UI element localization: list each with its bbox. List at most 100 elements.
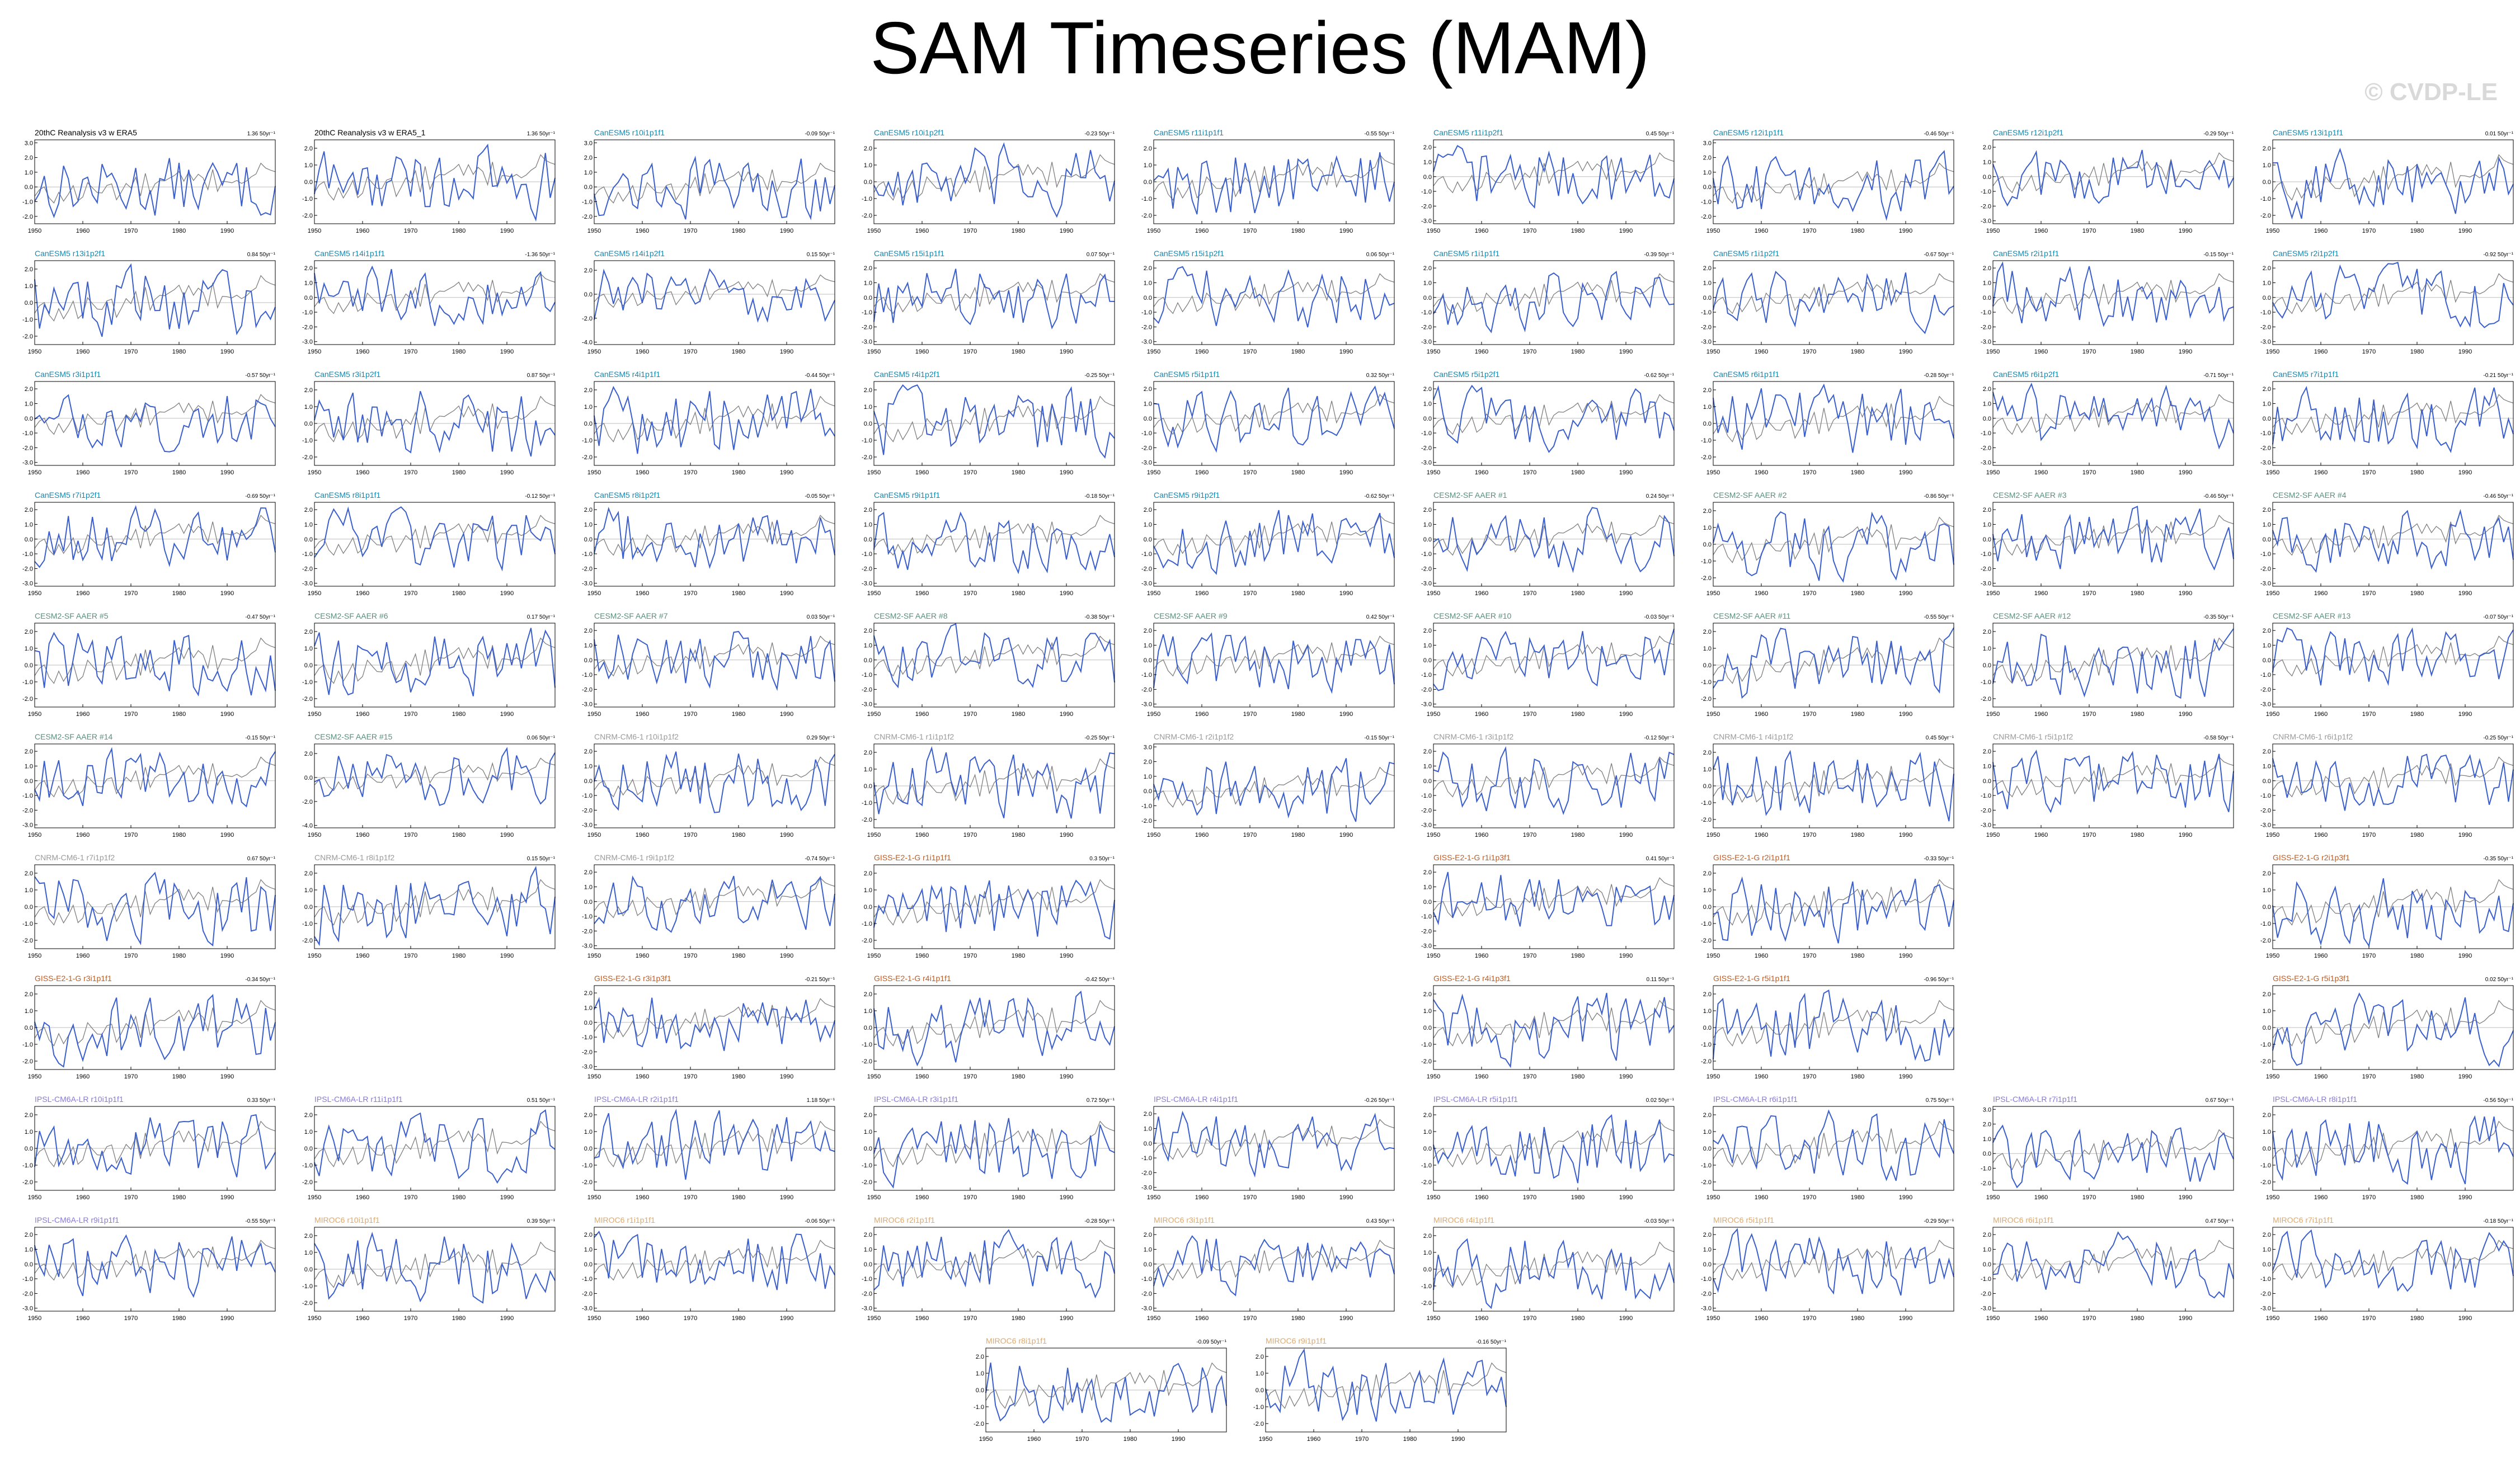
timeseries-panel: IPSL-CM6A-LR r2i1p1f1 1.18 50yr⁻¹ 2.0 1.0 0.… (582, 1090, 852, 1207)
y-tick-label: 3.0 (1983, 1106, 1991, 1113)
series-line (34, 505, 276, 568)
y-tick-label: -2.0 (1701, 937, 1712, 944)
y-tick-label: -2.0 (302, 1300, 313, 1307)
x-tick-label: 1960 (915, 832, 929, 838)
panel-trend: 0.17 50yr⁻¹ (527, 614, 556, 620)
timeseries-panel: CESM2-SF AAER #3 -0.46 50yr⁻¹ 2.0 1.0 0.0 -1.… (1981, 486, 2250, 603)
x-tick-label: 1990 (2179, 469, 2192, 476)
observation-line (2272, 515, 2514, 556)
x-tick-label: 1960 (1755, 953, 1768, 959)
panel-label: CanESM5 r3i1p1f1 (35, 370, 101, 379)
panel-label: CanESM5 r15i1p1f1 (874, 249, 944, 258)
y-tick-label: 2.0 (864, 145, 872, 152)
x-tick-label: 1950 (1706, 1315, 1720, 1322)
panel-trend: -0.42 50yr⁻¹ (1084, 977, 1115, 983)
timeseries-panel: CNRM-CM6-1 r8i1p1f2 0.15 50yr⁻¹ 2.0 1.0 0.0 -… (302, 848, 572, 965)
panel-trend: 0.84 50yr⁻¹ (247, 252, 276, 258)
panel-trend: -0.39 50yr⁻¹ (1644, 252, 1674, 258)
x-tick-label: 1960 (2314, 1194, 2328, 1201)
panel-svg: CanESM5 r5i1p2f1 -0.62 50yr⁻¹ 2.0 1.0 0.0 -1.… (1421, 370, 1675, 476)
y-tick-label: -2.0 (1981, 807, 1991, 814)
x-tick-label: 1980 (2410, 711, 2424, 718)
x-tick-label: 1960 (915, 228, 929, 234)
x-tick-label: 1980 (1851, 348, 1864, 355)
x-tick-label: 1960 (1027, 1436, 1041, 1443)
panel-label: CESM2-SF AAER #15 (314, 732, 392, 741)
y-tick-label: 2.0 (1983, 1122, 1991, 1128)
x-tick-label: 1950 (587, 348, 601, 355)
x-tick-label: 1960 (2314, 228, 2328, 234)
y-tick-label: -3.0 (862, 581, 872, 587)
y-tick-label: -1.0 (582, 551, 593, 558)
observation-line (1992, 1240, 2234, 1281)
panel-trend: -0.35 50yr⁻¹ (2483, 856, 2513, 862)
timeseries-panel: MIROC6 r3i1p1f1 0.43 50yr⁻¹ 2.0 1.0 0.0 -1.0 -… (1141, 1210, 1411, 1328)
x-tick-label: 1950 (1147, 1194, 1160, 1201)
panel-label: CanESM5 r14i1p1f1 (314, 249, 385, 258)
y-tick-label: 0.0 (2263, 295, 2271, 301)
y-tick-label: -2.0 (1981, 566, 1991, 572)
observation-line (873, 879, 1115, 926)
series-line (1433, 629, 1675, 691)
timeseries-panel: MIROC6 r2i1p1f1 -0.28 50yr⁻¹ 2.0 1.0 0.0 -1.0… (862, 1210, 1131, 1328)
plot-frame (1153, 381, 1395, 466)
observation-line (873, 154, 1115, 201)
y-tick-label: 0.0 (25, 1261, 33, 1268)
series-line (1153, 1235, 1395, 1297)
timeseries-panel: IPSL-CM6A-LR r4i1p1f1 -0.26 50yr⁻¹ 2.0 1.0 0… (1141, 1090, 1411, 1207)
x-tick-label: 1980 (1291, 469, 1305, 476)
x-tick-label: 1950 (1986, 469, 2000, 476)
panel-svg: IPSL-CM6A-LR r11i1p1f1 0.51 50yr⁻¹ 2.0 1.0 0… (302, 1095, 556, 1201)
timeseries-panel: IPSL-CM6A-LR r8i1p1f1 -0.56 50yr⁻¹ 2.0 1.0 0… (2260, 1090, 2520, 1207)
timeseries-panel: CanESM5 r2i1p1f1 -0.15 50yr⁻¹ 2.0 1.0 0.0 -1.… (1981, 244, 2250, 361)
y-tick-label: -2.0 (302, 696, 313, 703)
timeseries-panel: CESM2-SF AAER #8 -0.38 50yr⁻¹ 2.0 1.0 0.0 -1.… (862, 606, 1131, 724)
y-tick-label: 0.0 (584, 657, 593, 664)
observation-line (34, 275, 276, 322)
timeseries-panel: GISS-E2-1-G r3i1p3f1 -0.21 50yr⁻¹ 2.0 1.0 0.… (582, 969, 852, 1086)
panel-svg: CanESM5 r2i1p1f1 -0.15 50yr⁻¹ 2.0 1.0 0.0 -1.… (1981, 249, 2234, 355)
x-tick-label: 1970 (1803, 590, 1816, 597)
y-tick-label: -1.0 (1141, 196, 1152, 202)
panel-label: CESM2-SF AAER #6 (314, 611, 388, 620)
y-tick-label: 0.0 (584, 421, 593, 427)
y-tick-label: 1.0 (1423, 884, 1432, 891)
y-tick-label: 0.0 (864, 904, 872, 911)
x-tick-label: 1950 (308, 590, 321, 597)
y-tick-label: 0.0 (976, 1387, 984, 1394)
y-tick-label: 1.0 (304, 280, 313, 286)
y-tick-label: 2.0 (2263, 1112, 2271, 1119)
y-tick-label: -3.0 (1981, 822, 1991, 829)
y-tick-label: -2.0 (1981, 203, 1991, 210)
y-tick-label: 0.0 (1703, 1146, 1712, 1152)
y-tick-label: 2.0 (1144, 1111, 1152, 1118)
y-tick-label: 1.0 (304, 1129, 313, 1136)
timeseries-panel: CanESM5 r12i1p2f1 -0.29 50yr⁻¹ 2.0 1.0 0.0 -1… (1981, 123, 2250, 241)
y-tick-label: 2.0 (2263, 265, 2271, 272)
y-tick-label: 1.0 (1703, 646, 1712, 652)
plot-frame (1433, 864, 1675, 949)
observation-line (985, 1362, 1227, 1409)
observation-line (314, 154, 556, 201)
x-tick-label: 1960 (76, 348, 90, 355)
x-tick-label: 1950 (1986, 1315, 2000, 1322)
plot-frame (1713, 1227, 1954, 1312)
y-tick-label: 0.0 (304, 1266, 313, 1273)
x-tick-label: 1970 (963, 1194, 977, 1201)
y-tick-label: -2.0 (862, 566, 872, 572)
panel-label: CanESM5 r9i1p1f1 (874, 491, 941, 500)
y-tick-label: -2.0 (1253, 1421, 1264, 1427)
y-tick-label: -1.0 (582, 793, 593, 799)
x-tick-label: 1970 (2362, 953, 2376, 959)
series-line (873, 384, 1115, 459)
panel-svg: CESM2-SF AAER #11 -0.55 50yr⁻¹ 2.0 1.0 0.0 -1… (1701, 611, 1954, 718)
x-tick-label: 1970 (124, 1315, 138, 1322)
panel-label: GISS-E2-1-G r5i1p3f1 (2273, 974, 2350, 983)
panel-label: GISS-E2-1-G r3i1p3f1 (594, 974, 671, 983)
y-tick-label: 2.0 (1703, 750, 1712, 756)
y-tick-label: -4.0 (302, 823, 313, 830)
series-line (1433, 271, 1675, 333)
series-line (1433, 746, 1675, 816)
panel-trend: -0.25 50yr⁻¹ (1084, 373, 1115, 379)
series-line (594, 997, 835, 1051)
